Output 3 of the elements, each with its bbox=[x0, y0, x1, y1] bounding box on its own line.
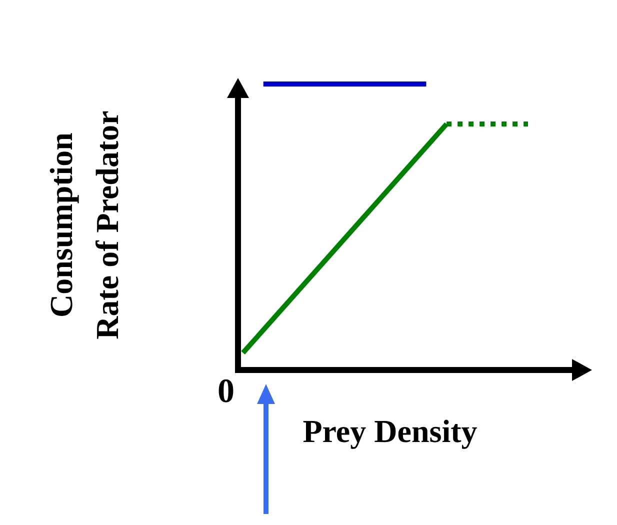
x-axis-title: Prey Density bbox=[302, 413, 478, 449]
y-axis-title: Consumption Rate of Predator bbox=[43, 110, 125, 340]
text: 0 bbox=[218, 373, 234, 410]
